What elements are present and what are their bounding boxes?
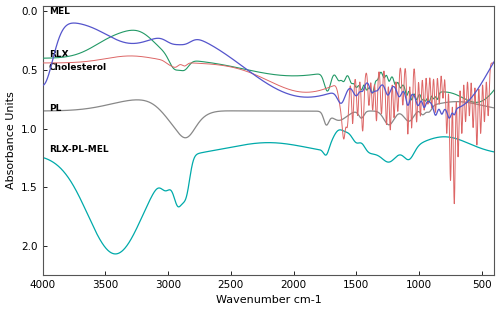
Text: RLX: RLX — [49, 50, 68, 59]
Text: MEL: MEL — [49, 7, 70, 16]
Text: PL: PL — [49, 104, 61, 113]
Text: Cholesterol: Cholesterol — [49, 63, 107, 72]
Text: RLX-PL-MEL: RLX-PL-MEL — [49, 145, 108, 154]
Y-axis label: Absorbance Units: Absorbance Units — [6, 91, 16, 189]
X-axis label: Wavenumber cm-1: Wavenumber cm-1 — [216, 295, 322, 305]
